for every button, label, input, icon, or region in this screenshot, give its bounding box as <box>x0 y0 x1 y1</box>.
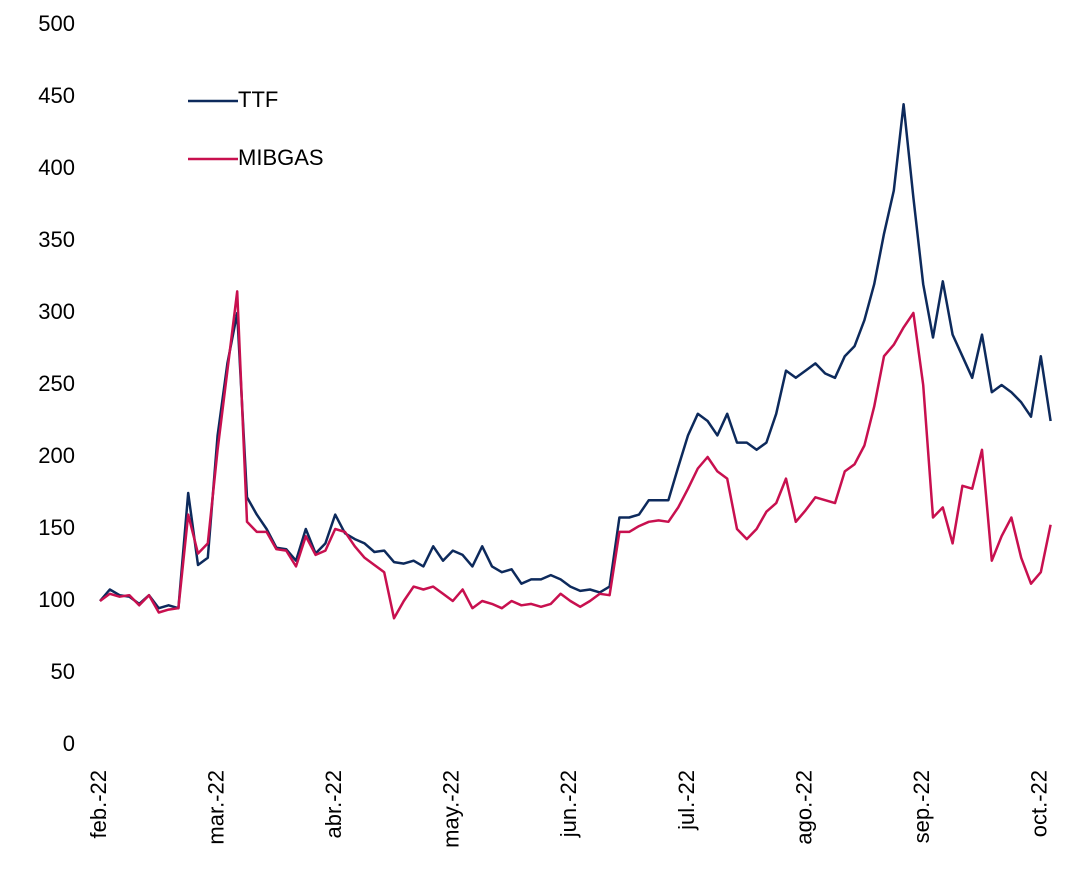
y-tick-label: 400 <box>38 155 75 180</box>
y-tick-label: 450 <box>38 83 75 108</box>
x-tick-label: oct.-22 <box>1027 770 1052 837</box>
x-tick-label: feb.-22 <box>86 770 111 839</box>
x-tick-label: jun.-22 <box>556 770 581 838</box>
y-tick-label: 350 <box>38 227 75 252</box>
x-tick-label: abr.-22 <box>321 770 346 839</box>
y-tick-label: 50 <box>51 659 75 684</box>
x-tick-label: jul.-22 <box>674 770 699 831</box>
y-tick-label: 500 <box>38 11 75 36</box>
legend-label: MIBGAS <box>238 145 324 170</box>
y-tick-label: 200 <box>38 443 75 468</box>
x-tick-label: mar.-22 <box>203 770 228 845</box>
x-tick-label: may.-22 <box>439 770 464 848</box>
y-tick-label: 100 <box>38 587 75 612</box>
y-tick-label: 300 <box>38 299 75 324</box>
series-line <box>99 102 1052 610</box>
y-tick-label: 0 <box>63 731 75 756</box>
x-tick-label: ago.-22 <box>791 770 816 845</box>
legend-label: TTF <box>238 87 278 112</box>
x-tick-label: sep.-22 <box>909 770 934 843</box>
y-tick-label: 250 <box>38 371 75 396</box>
y-tick-label: 150 <box>38 515 75 540</box>
series-line <box>99 290 1052 620</box>
